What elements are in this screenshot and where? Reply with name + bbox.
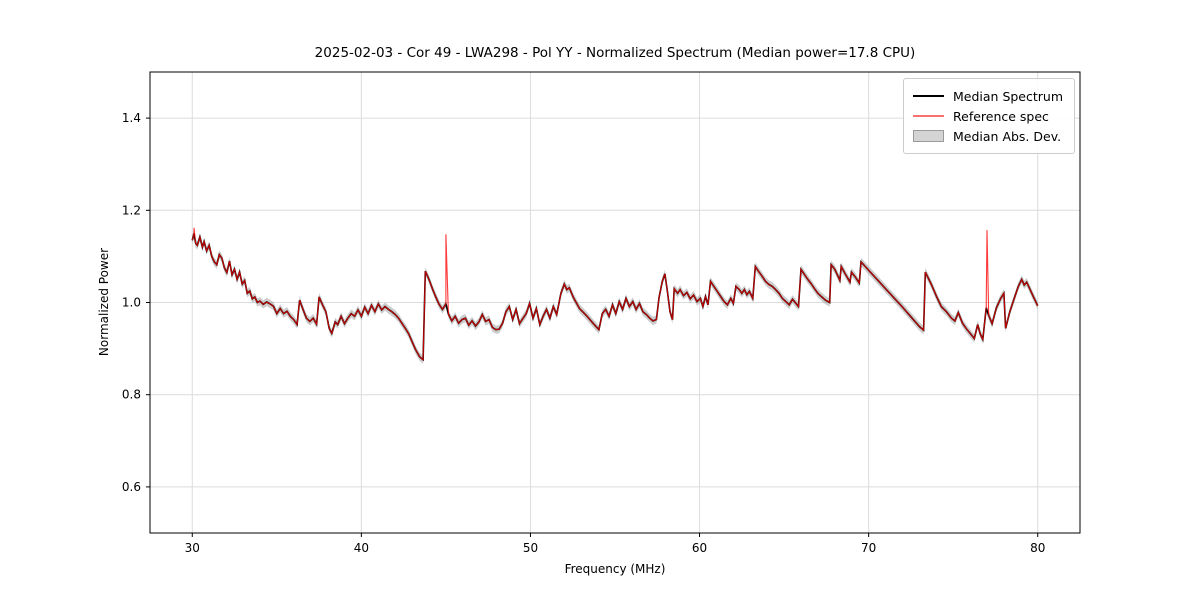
y-tick-label: 1.0: [122, 296, 141, 310]
legend-entry-mad: Median Abs. Dev.: [913, 126, 1065, 146]
legend: Median Spectrum Reference spec Median Ab…: [903, 78, 1075, 154]
mad-band: [192, 229, 1038, 364]
chart-title: 2025-02-03 - Cor 49 - LWA298 - Pol YY - …: [314, 45, 916, 61]
x-axis-label: Frequency (MHz): [564, 562, 666, 576]
x-tick-label: 80: [1030, 541, 1045, 555]
median-line-sample-icon: [913, 95, 944, 97]
mad-patch-sample-icon: [913, 130, 944, 142]
x-tick-label: 40: [354, 541, 369, 555]
x-tick-label: 70: [861, 541, 876, 555]
x-tick-label: 30: [185, 541, 200, 555]
legend-label-mad: Median Abs. Dev.: [953, 128, 1062, 144]
y-tick-label: 1.2: [122, 203, 141, 217]
reference-line-sample-icon: [913, 115, 944, 117]
y-tick-label: 0.6: [122, 480, 141, 494]
y-tick-label: 1.4: [122, 111, 141, 125]
legend-entry-reference: Reference spec: [913, 106, 1065, 126]
y-tick-label: 0.8: [122, 388, 141, 402]
x-tick-label: 50: [523, 541, 538, 555]
legend-label-reference: Reference spec: [953, 108, 1049, 124]
reference-spec-line: [191, 227, 1039, 361]
legend-label-median: Median Spectrum: [953, 88, 1064, 104]
legend-entry-median: Median Spectrum: [913, 86, 1065, 106]
x-tick-label: 60: [692, 541, 707, 555]
